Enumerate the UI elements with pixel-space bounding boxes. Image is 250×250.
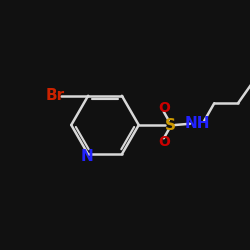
Text: O: O bbox=[158, 135, 170, 149]
Text: N: N bbox=[80, 149, 93, 164]
Text: Br: Br bbox=[46, 88, 65, 103]
Text: S: S bbox=[164, 118, 175, 132]
Text: NH: NH bbox=[185, 116, 210, 131]
Text: O: O bbox=[158, 101, 170, 115]
